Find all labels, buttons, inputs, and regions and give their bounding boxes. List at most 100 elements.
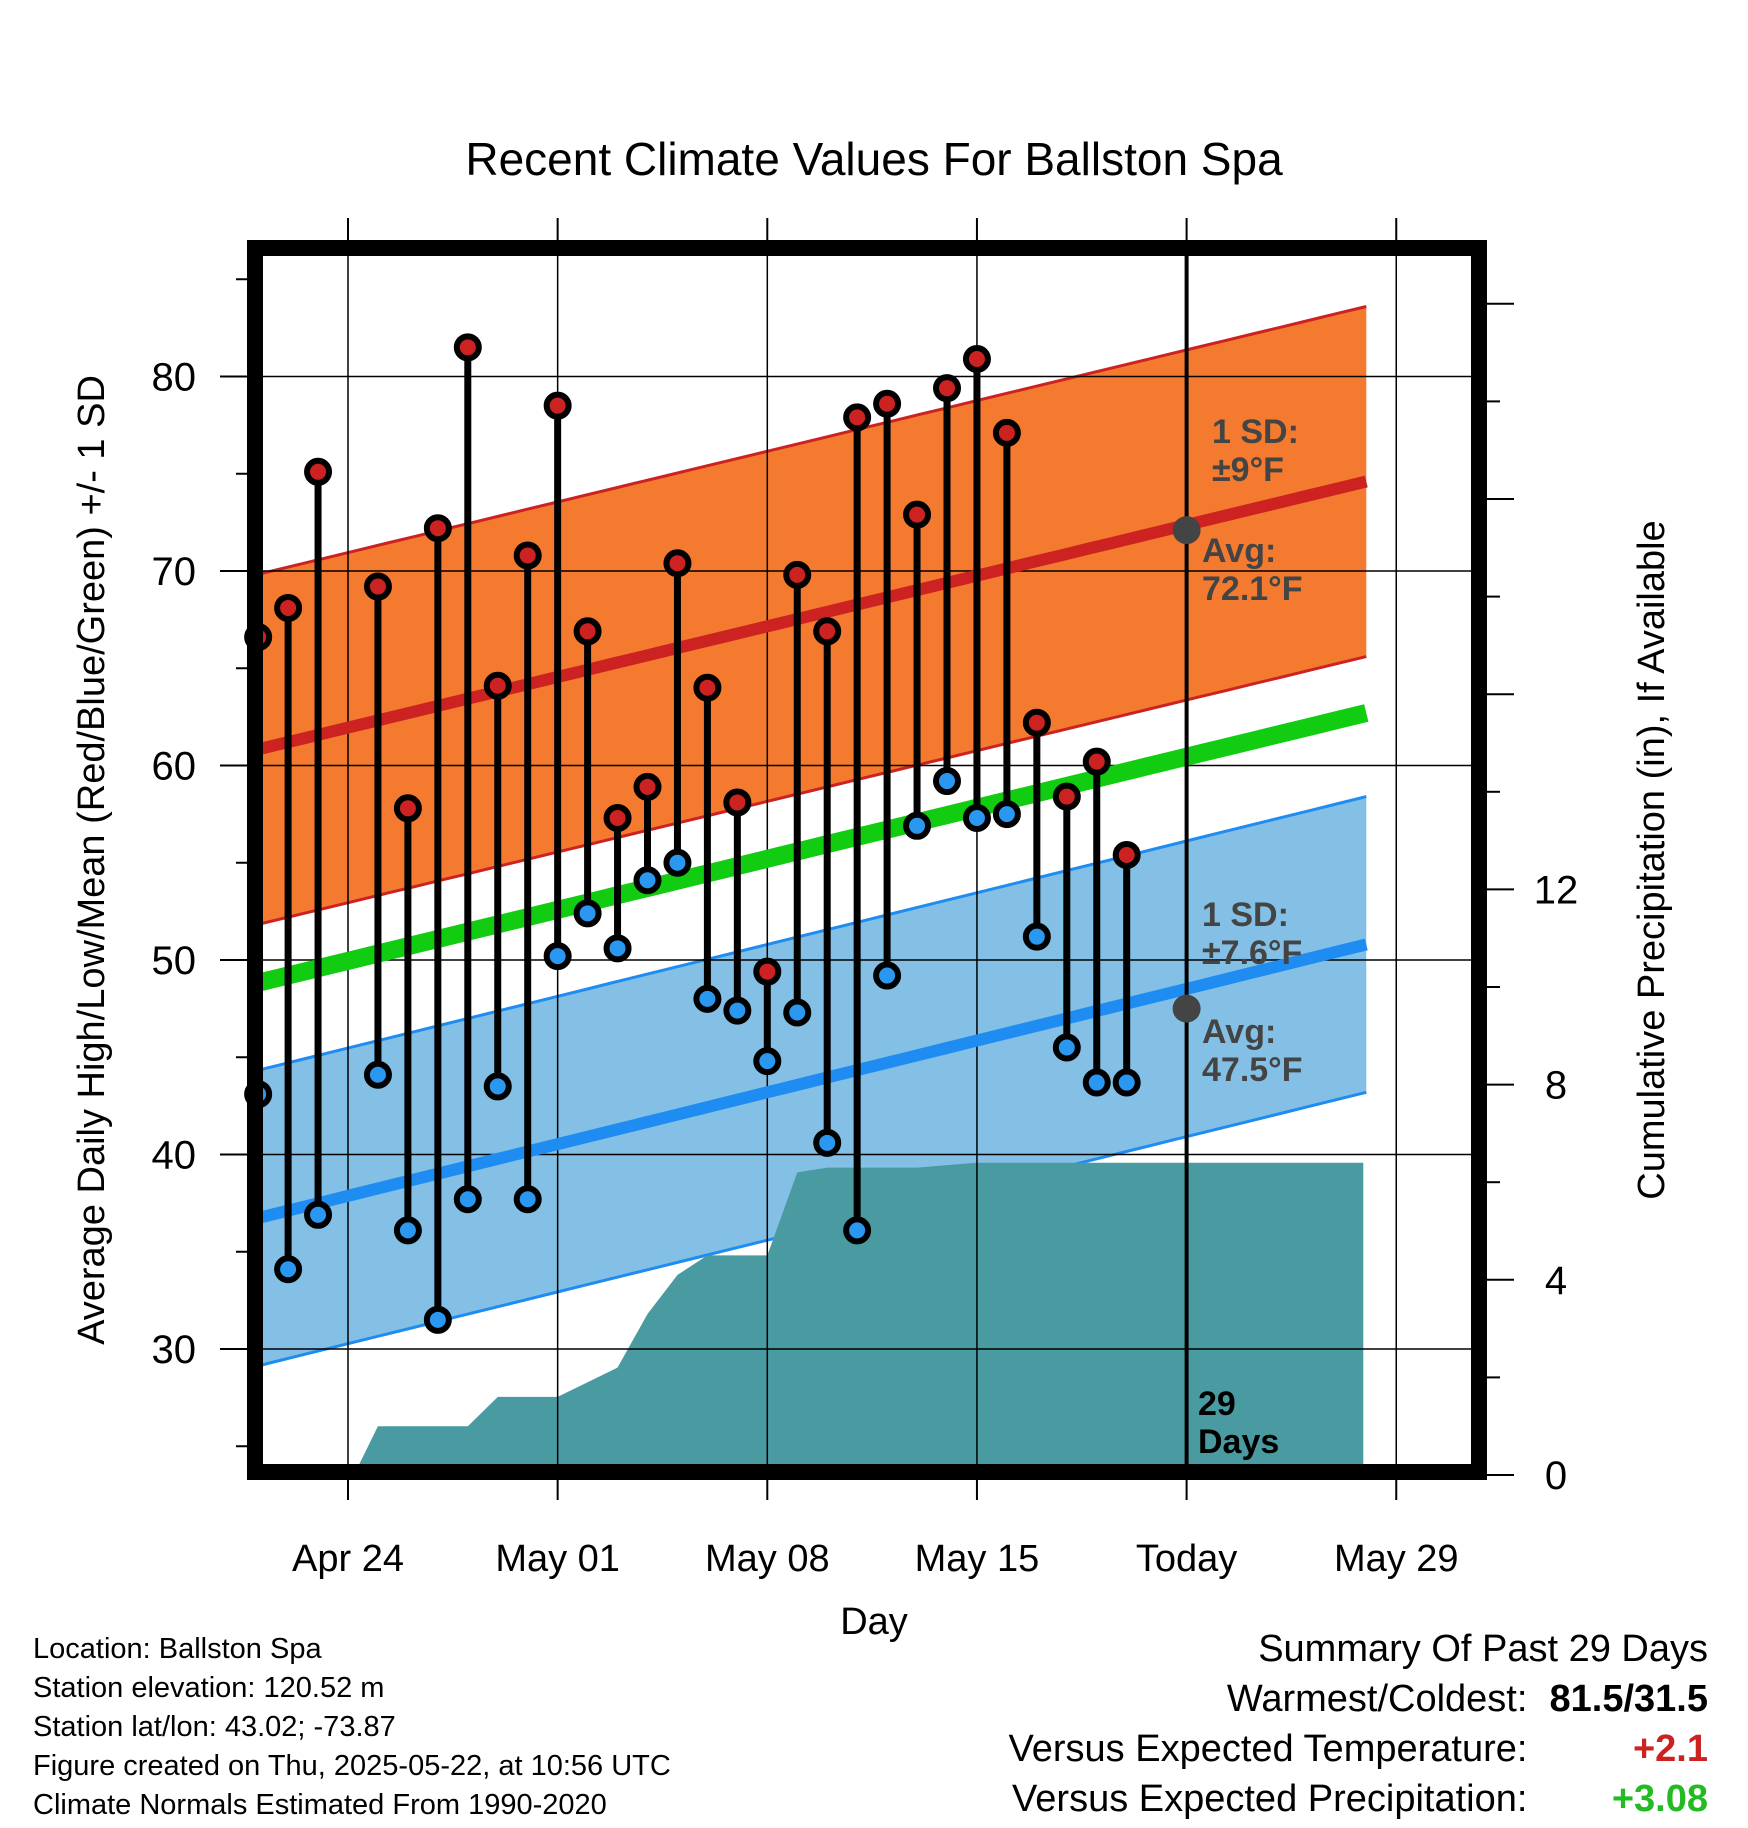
high-point	[453, 333, 482, 362]
low-point	[783, 998, 812, 1027]
y2-tick-label: 0	[1545, 1454, 1567, 1498]
warm-cold-label: Warmest/Coldest:	[1226, 1678, 1528, 1720]
high-point	[274, 593, 303, 622]
high-point	[962, 344, 991, 373]
low-point	[453, 1185, 482, 1214]
low-point	[843, 1216, 872, 1245]
temp-label: Versus Expected Temperature:	[1008, 1728, 1528, 1770]
low-point	[483, 1072, 512, 1101]
created-text: Figure created on Thu, 2025-05-22, at 10…	[33, 1750, 671, 1782]
low-point	[633, 866, 662, 895]
high-point	[1052, 782, 1081, 811]
y2-tick-label: 4	[1545, 1259, 1567, 1303]
high-point	[423, 514, 452, 543]
low-sd-upper-line	[262, 795, 1367, 1071]
high-point	[663, 549, 692, 578]
normal-low-line	[262, 938, 1368, 1224]
precip-label: Versus Expected Precipitation:	[1012, 1778, 1528, 1820]
x-tick-label: Today	[1136, 1538, 1237, 1580]
high-point	[783, 560, 812, 589]
low-point	[513, 1185, 542, 1214]
axes: 30 40 50 60 70 80 0 4 8 12 Apr 24 May 01 May 08 May 1…	[152, 218, 1579, 1580]
precip-area	[262, 1162, 1364, 1465]
days-annotation: 29 Days	[1198, 1385, 1279, 1461]
x-tick-label: May 01	[495, 1538, 620, 1580]
x-axis-label: Day	[840, 1601, 908, 1643]
plot-area	[262, 255, 1472, 1465]
high-point	[393, 794, 422, 823]
low-point	[274, 1255, 303, 1284]
high-point	[1112, 840, 1141, 869]
high-point	[813, 617, 842, 646]
y-tick-label: 60	[152, 745, 197, 789]
high-point	[573, 617, 602, 646]
low-point	[723, 996, 752, 1025]
low-point	[363, 1060, 392, 1089]
high-point	[513, 541, 542, 570]
high-point	[903, 500, 932, 529]
high-point	[543, 391, 572, 420]
high-point	[723, 788, 752, 817]
high-point	[873, 389, 902, 418]
low-point	[933, 767, 961, 796]
x-tick-label: May 29	[1334, 1538, 1459, 1580]
latlon-text: Station lat/lon: 43.02; -73.87	[33, 1711, 396, 1743]
high-point	[933, 374, 961, 403]
station-info: Location: Ballston Spa Station elevation…	[33, 1630, 671, 1825]
high-point	[603, 804, 632, 833]
x-tick-label: May 15	[915, 1538, 1040, 1580]
y2-tick-label: 12	[1534, 868, 1579, 912]
high-point	[363, 572, 392, 601]
low-point	[1022, 922, 1051, 951]
high-point	[483, 671, 512, 700]
low-point	[753, 1047, 782, 1076]
high-sd-lower-line	[262, 655, 1367, 926]
plot-foreground: 1 SD: ±9°F Avg: 72.1°F 1 SD: ±7.6°F Avg: 47.5°F…	[244, 255, 1303, 1465]
low-point	[573, 899, 602, 928]
summary-warm-cold: Warmest/Coldest: 81.5/31.5	[1009, 1674, 1708, 1724]
y-tick-label: 40	[152, 1134, 197, 1178]
y2-tick-label: 8	[1545, 1064, 1567, 1108]
low-sd-annotation: 1 SD: ±7.6°F	[1202, 896, 1302, 972]
y-tick-label: 50	[152, 939, 197, 983]
y2-axis-label: Cumulative Precipitation (in), If Availa…	[1631, 520, 1673, 1199]
summary-precip: Versus Expected Precipitation: +3.08	[1009, 1774, 1708, 1824]
y-axis-label: Average Daily High/Low/Mean (Red/Blue/Gr…	[71, 375, 113, 1345]
high-point	[843, 403, 872, 432]
low-point	[1052, 1033, 1081, 1062]
today-high-marker	[1172, 516, 1201, 545]
low-point	[304, 1200, 333, 1229]
normals-text: Climate Normals Estimated From 1990-2020	[33, 1789, 607, 1821]
y-tick-label: 70	[152, 550, 197, 594]
temp-value: +2.1	[1632, 1728, 1708, 1770]
plot-frame	[247, 240, 1487, 1480]
chart-title: Recent Climate Values For Ballston Spa	[465, 133, 1283, 185]
low-point	[992, 800, 1021, 829]
y-tick-label: 30	[152, 1328, 197, 1372]
low-point	[603, 934, 632, 963]
summary-heading: Summary Of Past 29 Days	[1258, 1628, 1708, 1670]
high-point	[1022, 708, 1051, 737]
low-point	[393, 1216, 422, 1245]
precip-value: +3.08	[1611, 1778, 1708, 1820]
low-point	[873, 961, 902, 990]
low-point	[903, 811, 932, 840]
high-point	[992, 418, 1021, 447]
low-point	[423, 1305, 452, 1334]
warm-cold-value: 81.5/31.5	[1549, 1678, 1708, 1720]
high-sd-annotation: 1 SD: ±9°F	[1212, 413, 1299, 489]
location-text: Location: Ballston Spa	[33, 1633, 322, 1665]
high-point	[753, 957, 782, 986]
low-point	[663, 848, 692, 877]
x-tick-label: Apr 24	[292, 1538, 404, 1580]
today-low-marker	[1172, 994, 1201, 1023]
x-tick-label: May 08	[705, 1538, 830, 1580]
low-point	[543, 942, 572, 971]
normal-mean-line	[262, 704, 1369, 992]
high-point	[693, 673, 722, 702]
high-point	[304, 457, 333, 486]
low-point	[1112, 1068, 1141, 1097]
low-point	[813, 1128, 842, 1157]
low-point	[962, 804, 991, 833]
